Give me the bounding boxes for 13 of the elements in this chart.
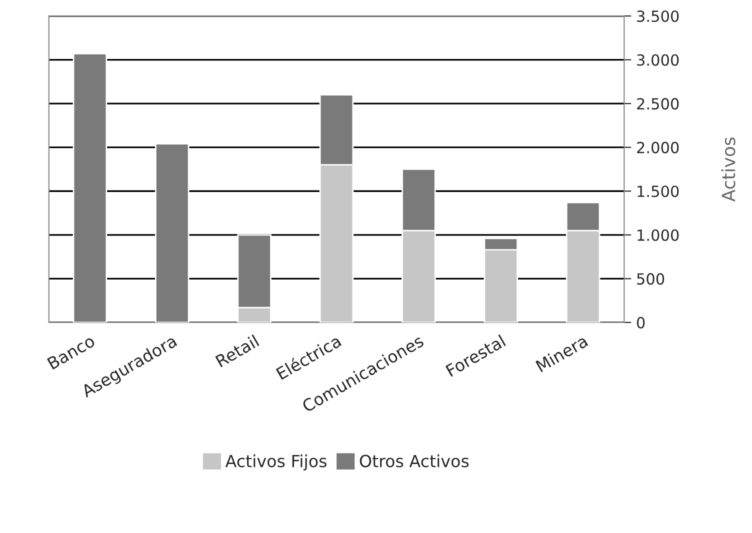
y-tick-label: 2.000 [637,142,679,154]
y-tick-label: 500 [637,273,664,285]
y-tick-label: 3.000 [637,54,679,66]
y-tick-label: 0 [636,316,645,328]
y-tick-label: 1.000 [638,229,679,241]
y-tick-label: 1.500 [638,186,679,198]
y-tick-label: 3.500 [637,10,679,22]
legend-label: Activos Fijos [225,454,326,471]
bar [72,52,108,322]
legend-label: Otros Activos [360,454,469,468]
y-axis-title: Activos [721,138,736,202]
y-tick-label: 2.500 [637,98,679,110]
bar [155,143,190,322]
